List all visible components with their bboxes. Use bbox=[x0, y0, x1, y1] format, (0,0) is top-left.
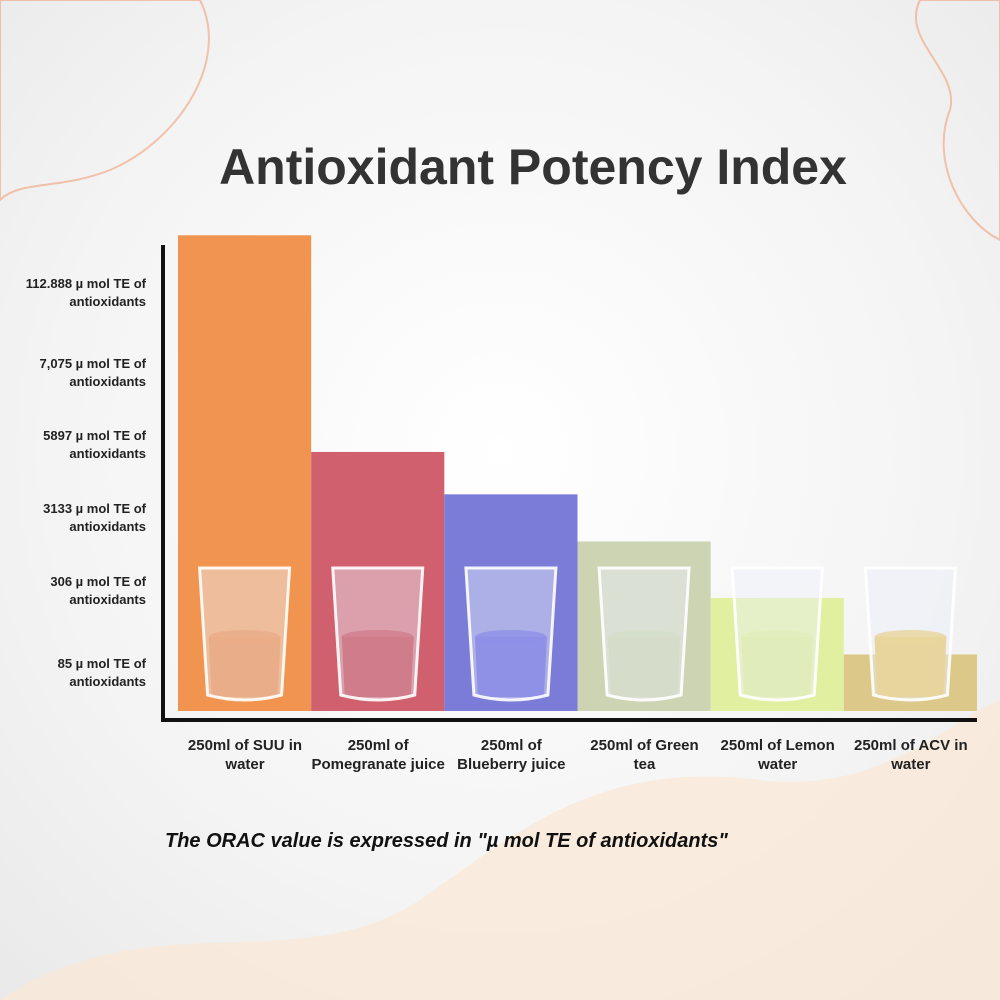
glass-liquid bbox=[341, 637, 414, 697]
glass-liquid-top bbox=[208, 630, 281, 644]
x-tick-label: 250ml of Blueberry juice bbox=[457, 737, 566, 773]
glass-liquid bbox=[874, 637, 947, 697]
x-tick-label: 250ml of ACV in water bbox=[854, 737, 968, 773]
y-axis-label: 85 µ mol TE of antioxidants bbox=[57, 656, 146, 689]
glass-liquid bbox=[474, 637, 547, 697]
glass-liquid bbox=[608, 637, 681, 697]
glass bbox=[464, 566, 558, 702]
y-axis-label: 306 µ mol TE of antioxidants bbox=[50, 574, 146, 607]
x-tick-label: 250ml of SUU in water bbox=[187, 737, 303, 773]
glass bbox=[863, 566, 958, 702]
glass bbox=[730, 566, 824, 702]
decor-leaf bbox=[0, 0, 210, 202]
glass bbox=[331, 566, 425, 702]
decor-leaf bbox=[914, 0, 1000, 242]
glass-liquid bbox=[741, 637, 814, 697]
y-axis-label: 7,075 µ mol TE of antioxidants bbox=[39, 356, 146, 389]
glass-liquid bbox=[208, 637, 281, 697]
chart-title: Antioxidant Potency Index bbox=[219, 139, 847, 195]
decor-wave bbox=[0, 700, 1000, 1000]
glass-liquid-top bbox=[608, 630, 681, 644]
x-tick-label: 250ml of Pomegranate juice bbox=[311, 737, 445, 773]
y-axis-label: 5897 µ mol TE of antioxidants bbox=[43, 428, 146, 461]
glass bbox=[597, 566, 691, 702]
footnote: The ORAC value is expressed in "µ mol TE… bbox=[165, 830, 728, 852]
y-axis-label: 3133 µ mol TE of antioxidants bbox=[43, 501, 146, 534]
y-axis-label: 112.888 µ mol TE of antioxidants bbox=[25, 276, 146, 309]
glass-liquid-top bbox=[474, 630, 547, 644]
glass-liquid-top bbox=[741, 630, 814, 644]
glass bbox=[197, 566, 292, 702]
glass-liquid-top bbox=[874, 630, 947, 644]
glass-liquid-top bbox=[341, 630, 414, 644]
x-tick-label: 250ml of Lemon water bbox=[720, 737, 835, 773]
x-tick-label: 250ml of Green tea bbox=[590, 737, 699, 773]
